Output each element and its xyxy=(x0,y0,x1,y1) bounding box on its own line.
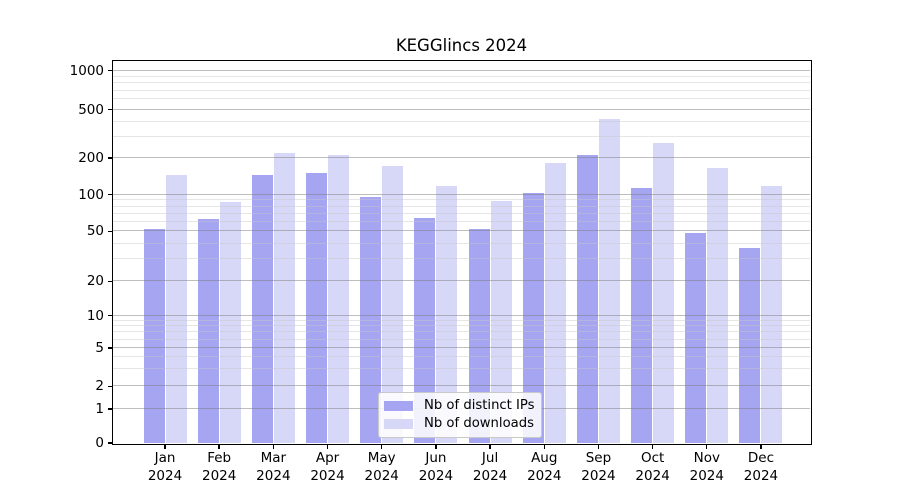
bar-nb-of-downloads-oct xyxy=(653,142,675,443)
legend: Nb of distinct IPs Nb of downloads xyxy=(378,392,542,438)
y-tick-label-200: 200 xyxy=(78,150,104,166)
x-tick-label-jan: Jan 2024 xyxy=(147,450,183,484)
x-tick-mark-oct xyxy=(651,444,654,449)
x-tick-mark-apr xyxy=(326,444,329,449)
bar-nb-of-distinct-ips-oct xyxy=(631,188,653,443)
x-tick-label-mar: Mar 2024 xyxy=(256,450,291,484)
x-tick-label-dec: Dec 2024 xyxy=(743,450,779,484)
bar-nb-of-downloads-mar xyxy=(273,152,295,443)
y-tick-mark-500 xyxy=(108,109,113,111)
y-tick-mark-10 xyxy=(108,315,113,317)
bar-nb-of-downloads-dec xyxy=(761,185,783,443)
x-tick-mark-sep xyxy=(597,444,600,449)
y-tick-mark-1000 xyxy=(108,70,113,72)
legend-label-distinct-ips: Nb of distinct IPs xyxy=(424,398,535,413)
bar-nb-of-distinct-ips-dec xyxy=(739,247,761,443)
bar-nb-of-downloads-apr xyxy=(328,155,350,443)
legend-item-distinct-ips: Nb of distinct IPs xyxy=(384,397,535,415)
y-tick-label-1000: 1000 xyxy=(69,62,104,79)
y-tick-label-0: 0 xyxy=(95,435,104,451)
x-tick-label-jun: Jun 2024 xyxy=(418,450,454,484)
bar-nb-of-distinct-ips-feb xyxy=(197,219,219,443)
y-tick-mark-200 xyxy=(108,157,113,159)
x-tick-label-may: May 2024 xyxy=(364,450,399,484)
y-tick-mark-20 xyxy=(108,280,113,283)
bars-layer xyxy=(113,61,810,443)
x-tick-label-nov: Nov 2024 xyxy=(689,450,724,484)
bar-nb-of-distinct-ips-jan xyxy=(143,229,165,443)
x-tick-mark-aug xyxy=(543,444,545,449)
bar-nb-of-downloads-feb xyxy=(219,201,241,443)
x-tick-label-aug: Aug 2024 xyxy=(527,450,562,484)
x-tick-mark-feb xyxy=(218,444,220,449)
x-tick-mark-nov xyxy=(706,444,708,449)
y-tick-label-1: 1 xyxy=(95,401,104,417)
y-tick-label-500: 500 xyxy=(78,101,104,118)
bar-nb-of-distinct-ips-aug xyxy=(522,193,544,443)
x-tick-mark-mar xyxy=(272,444,275,449)
x-tick-label-jul: Jul 2024 xyxy=(472,450,508,484)
y-tick-label-5: 5 xyxy=(95,340,104,356)
x-tick-mark-may xyxy=(381,444,383,449)
legend-item-downloads: Nb of downloads xyxy=(384,415,535,433)
y-tick-mark-50 xyxy=(108,230,113,233)
y-tick-mark-1 xyxy=(108,408,113,410)
y-tick-mark-0 xyxy=(108,442,113,444)
x-tick-label-sep: Sep 2024 xyxy=(581,450,616,484)
bar-nb-of-distinct-ips-nov xyxy=(685,232,707,443)
legend-label-downloads: Nb of downloads xyxy=(424,416,534,431)
x-tick-label-feb: Feb 2024 xyxy=(201,450,237,484)
y-tick-label-20: 20 xyxy=(86,273,104,290)
y-tick-label-10: 10 xyxy=(86,307,104,324)
y-tick-label-50: 50 xyxy=(86,223,104,240)
bar-nb-of-downloads-may xyxy=(382,166,404,443)
bar-nb-of-downloads-jul xyxy=(490,200,512,443)
bar-nb-of-distinct-ips-jun xyxy=(414,217,436,443)
plot-area xyxy=(113,61,810,443)
bar-nb-of-downloads-jan xyxy=(165,175,187,443)
chart-title: KEGGlincs 2024 xyxy=(395,36,528,55)
x-tick-mark-jun xyxy=(435,444,437,449)
y-tick-mark-2 xyxy=(108,385,113,388)
legend-swatch-distinct-ips xyxy=(384,401,413,411)
bar-nb-of-distinct-ips-mar xyxy=(251,175,273,443)
legend-swatch-downloads xyxy=(384,419,413,429)
bar-nb-of-downloads-nov xyxy=(707,167,729,443)
bar-nb-of-downloads-aug xyxy=(544,163,566,443)
y-tick-mark-5 xyxy=(108,347,113,349)
y-tick-label-100: 100 xyxy=(78,186,104,203)
bar-nb-of-distinct-ips-sep xyxy=(576,155,598,443)
bar-nb-of-downloads-sep xyxy=(598,118,620,443)
y-tick-mark-100 xyxy=(108,194,113,196)
x-tick-mark-dec xyxy=(760,444,762,449)
bar-nb-of-distinct-ips-apr xyxy=(306,173,328,443)
x-tick-mark-jan xyxy=(164,444,166,449)
x-tick-mark-jul xyxy=(489,444,491,449)
bar-nb-of-distinct-ips-may xyxy=(360,197,382,443)
x-tick-label-oct: Oct 2024 xyxy=(635,450,670,484)
x-tick-label-apr: Apr 2024 xyxy=(310,450,345,484)
y-tick-label-2: 2 xyxy=(95,378,104,395)
bar-nb-of-distinct-ips-jul xyxy=(468,229,490,443)
